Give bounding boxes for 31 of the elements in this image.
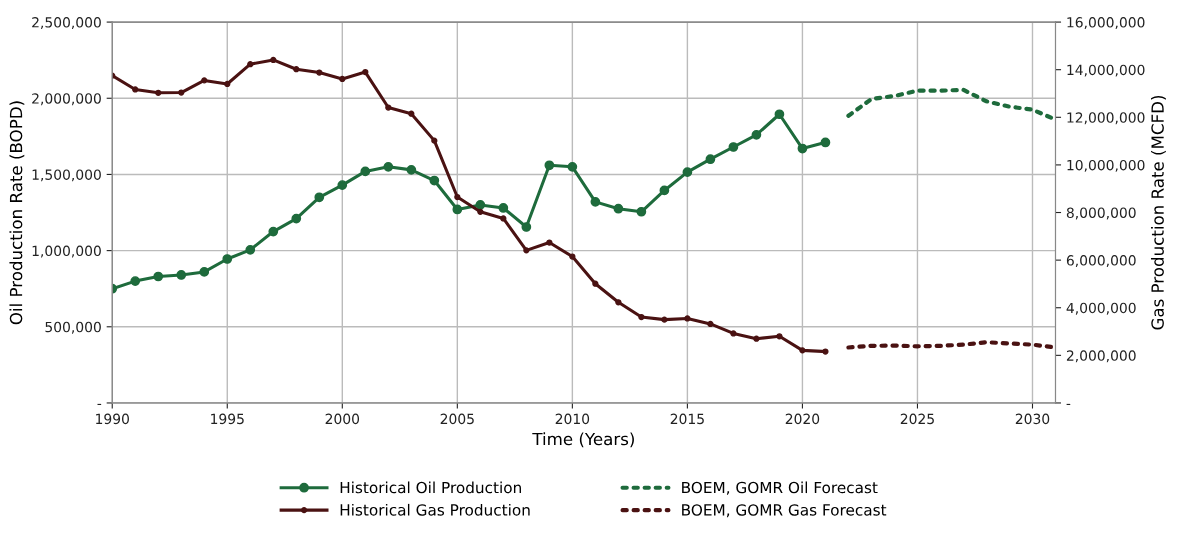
y-tick-label: 1,000,000 xyxy=(32,245,101,258)
y-tick-label: - xyxy=(97,403,102,405)
y2-tick-label: 8,000,000 xyxy=(1066,207,1136,220)
y-axis-title: Oil Production Rate (BOPD) xyxy=(9,101,25,325)
x-tick-label: 2005 xyxy=(440,413,474,425)
x-tick-label: 2020 xyxy=(785,413,820,425)
y-tick-label: 500,000 xyxy=(45,321,101,334)
x-tick-label: 2015 xyxy=(670,413,704,425)
x-tick-label: 2000 xyxy=(325,413,360,425)
x-tick-label: 1995 xyxy=(211,413,244,425)
legend-label: BOEM, GOMR Oil Forecast xyxy=(682,481,878,495)
y2-tick-label: 14,000,000 xyxy=(1067,64,1145,77)
y-tick-label: 1,500,000 xyxy=(32,169,101,182)
y2-tick-label: 6,000,000 xyxy=(1066,255,1136,268)
y2-tick-label: 10,000,000 xyxy=(1067,159,1145,172)
legend-label: Historical Oil Production xyxy=(340,481,521,494)
y-tick-label: 2,000,000 xyxy=(32,93,101,106)
x-tick-label: 2030 xyxy=(1015,413,1050,425)
y2-tick-label: - xyxy=(1066,403,1071,405)
y2-axis-title: Gas Production Rate (MCFD) xyxy=(1150,95,1166,330)
y-tick-label: 2,500,000 xyxy=(32,17,101,29)
legend-label: BOEM, GOMR Gas Forecast xyxy=(682,504,887,518)
x-tick-label: 2010 xyxy=(555,413,590,425)
x-tick-label: 1990 xyxy=(96,413,129,425)
x-tick-label: 2025 xyxy=(900,413,934,425)
y2-tick-label: 12,000,000 xyxy=(1067,112,1145,125)
y2-tick-label: 2,000,000 xyxy=(1066,350,1136,363)
y2-tick-label: 4,000,000 xyxy=(1066,302,1136,315)
y2-tick-label: 16,000,000 xyxy=(1067,17,1145,29)
x-axis-title: Time (Years) xyxy=(532,432,634,448)
legend-label: Historical Gas Production xyxy=(340,503,530,516)
